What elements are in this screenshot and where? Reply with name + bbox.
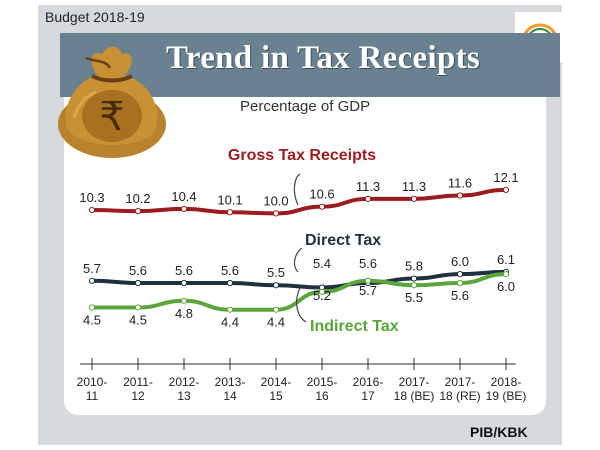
data-point (134, 279, 142, 287)
gross-value-label: 10.6 (309, 187, 334, 202)
gross-value-label: 11.3 (402, 179, 426, 194)
direct-value-label: 5.6 (221, 263, 239, 278)
data-point (272, 210, 280, 217)
series-line-0 (90, 187, 508, 216)
indirect-value-label: 5.2 (313, 288, 331, 303)
svg-text:₹: ₹ (99, 94, 124, 140)
gross-value-label: 10.1 (217, 192, 242, 207)
x-tick-label: 2014-15 (261, 375, 292, 403)
series-name-label: Gross Tax Receipts (228, 147, 376, 164)
direct-value-label: 6.1 (497, 252, 515, 267)
indirect-value-label: 4.4 (221, 315, 239, 330)
gross-value-label: 11.6 (448, 175, 472, 190)
data-point (410, 195, 418, 202)
x-tick-label: 2012-13 (169, 375, 200, 403)
direct-value-label: 5.5 (267, 265, 285, 280)
data-point (226, 306, 234, 313)
direct-value-label: 5.7 (83, 261, 101, 276)
source-credit: PIB/KBK (470, 424, 528, 440)
indirect-value-label: 5.7 (359, 283, 377, 298)
x-tick-label: 2017-18 (RE) (439, 375, 480, 403)
gross-value-label: 10.0 (263, 193, 288, 208)
x-tick-label: 2010-11 (77, 375, 108, 403)
x-tick-label: 2011-12 (123, 375, 153, 403)
series-callout-curve (293, 247, 303, 273)
data-point (134, 304, 142, 311)
data-point (272, 306, 280, 313)
indirect-value-label: 4.8 (175, 306, 193, 321)
series-line-1 (90, 269, 508, 290)
data-point (88, 304, 96, 311)
data-point (364, 277, 372, 284)
data-point (226, 279, 234, 287)
data-point (88, 277, 96, 284)
indirect-value-label: 4.5 (83, 312, 101, 327)
series-line-2 (90, 272, 508, 312)
data-point (364, 195, 372, 202)
chart-title: Trend in Tax Receipts (166, 40, 481, 76)
data-point (134, 208, 142, 215)
data-point (456, 279, 464, 287)
direct-value-label: 5.8 (405, 259, 423, 274)
budget-label: Budget 2018-19 (45, 9, 145, 25)
series-name-label: Direct Tax (305, 232, 381, 249)
direct-value-label: 5.4 (313, 256, 331, 271)
x-tick-label: 2018-19 (BE) (486, 375, 527, 403)
series-callout-curve (296, 287, 307, 323)
data-point (272, 282, 280, 289)
direct-value-label: 5.6 (175, 263, 193, 278)
data-point (410, 282, 418, 289)
data-point (502, 271, 510, 278)
x-tick-label: 2017-18 (BE) (394, 375, 435, 403)
indirect-value-label: 5.5 (405, 290, 423, 305)
x-tick-label: 2013-14 (215, 375, 246, 403)
data-point (456, 192, 464, 199)
series-name-label: Indirect Tax (310, 318, 399, 335)
data-point (226, 209, 234, 216)
direct-value-label: 5.6 (359, 256, 377, 271)
money-bag-icon: ₹ (58, 46, 166, 158)
data-point (456, 271, 464, 278)
data-point (410, 275, 418, 282)
data-point (180, 279, 188, 287)
gross-value-label: 10.2 (125, 191, 150, 206)
series-callout-curve (293, 173, 301, 206)
indirect-value-label: 5.6 (451, 288, 469, 303)
gross-value-label: 10.4 (171, 189, 196, 204)
indirect-value-label: 4.4 (267, 315, 285, 330)
data-point (502, 186, 510, 193)
data-point (180, 205, 188, 213)
gross-value-label: 11.3 (356, 179, 380, 194)
direct-value-label: 5.6 (129, 263, 147, 278)
data-point (88, 206, 96, 214)
indirect-value-label: 6.0 (497, 279, 515, 294)
x-tick-label: 2016-17 (353, 375, 384, 403)
direct-value-label: 6.0 (451, 254, 469, 269)
data-point (180, 297, 188, 304)
x-tick-label: 2015-16 (307, 375, 338, 403)
data-point (318, 288, 326, 295)
gross-value-label: 12.1 (493, 170, 518, 185)
gross-value-label: 10.3 (79, 190, 104, 205)
data-point (318, 203, 326, 210)
indirect-value-label: 4.5 (129, 312, 147, 327)
chart-subtitle: Percentage of GDP (240, 98, 371, 115)
